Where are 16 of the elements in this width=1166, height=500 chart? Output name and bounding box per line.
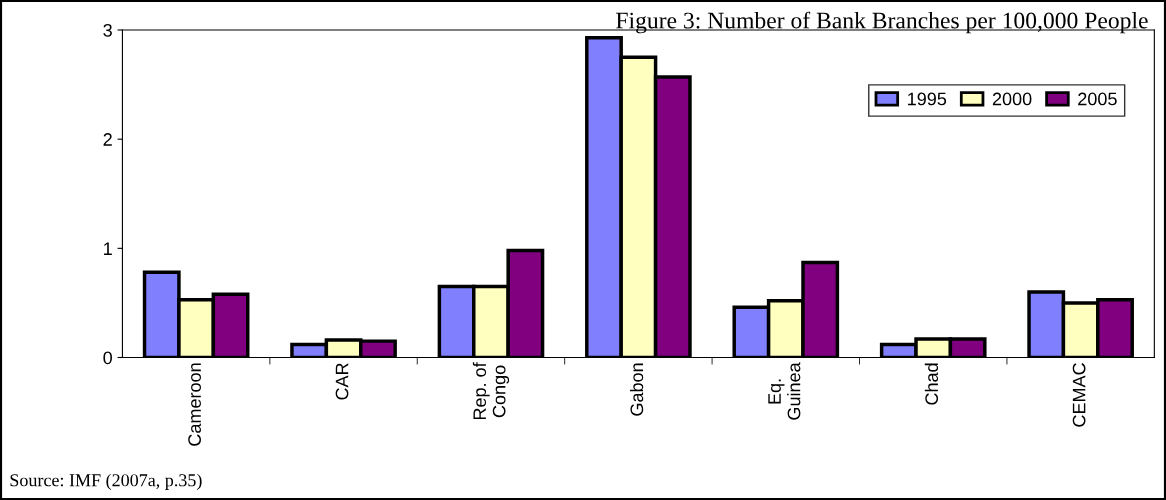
x-tick-label: Chad <box>924 363 939 405</box>
x-tick-label: Eq. Guinea <box>768 362 801 420</box>
x-tick-label: Rep. of Congo <box>472 362 510 420</box>
legend-label: 2005 <box>1078 92 1117 106</box>
y-tick-label: 2 <box>103 133 112 146</box>
y-tick-label: 0 <box>103 351 112 365</box>
y-tick-label: 3 <box>103 23 112 37</box>
legend-label: 2000 <box>992 92 1032 106</box>
x-tick-label: CEMAC <box>1072 363 1086 427</box>
x-tick-label: Gabon <box>629 363 644 416</box>
chart-title: Figure 3: Number of Bank Branches per 100,000 People <box>616 11 1148 34</box>
legend-label: 1995 <box>908 92 947 106</box>
y-tick-label: 1 <box>104 242 112 255</box>
source-note: Source: IMF (2007a, p.35) <box>10 473 202 490</box>
x-tick-label: Cameroon <box>188 363 201 446</box>
x-tick-label: CAR <box>335 363 349 400</box>
